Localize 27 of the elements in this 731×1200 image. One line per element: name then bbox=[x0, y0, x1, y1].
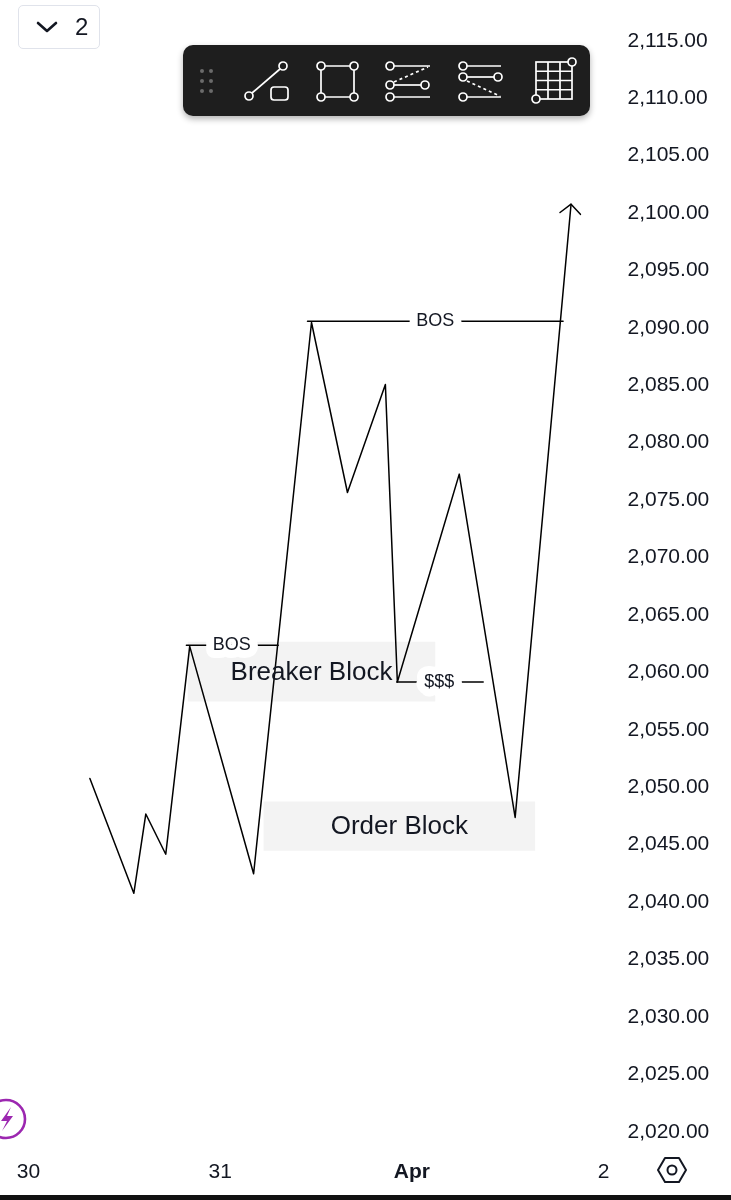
annotation: Order Block bbox=[330, 810, 469, 841]
y-tick-label: 2,115.00 bbox=[627, 27, 708, 51]
y-tick-label: 2,035.00 bbox=[627, 946, 710, 970]
dropdown: 2 bbox=[18, 5, 100, 49]
y-tick-label: 2,060.00 bbox=[627, 659, 710, 683]
y-tick-label: 2,105.00 bbox=[627, 142, 710, 166]
y-tick-label: 2,085.00 bbox=[627, 372, 710, 396]
y-tick-label: 2,080.00 bbox=[627, 429, 710, 453]
x-tick-label: Apr bbox=[393, 1158, 430, 1182]
y-tick-label: 2,095.00 bbox=[627, 257, 710, 281]
y-tick-label: 2,065.00 bbox=[627, 601, 710, 625]
y-tick-label: 2,055.00 bbox=[627, 716, 710, 740]
x-tick-label: 31 bbox=[208, 1158, 232, 1182]
y-tick-label: 2,070.00 bbox=[627, 544, 710, 568]
y-tick-label: 2,025.00 bbox=[627, 1061, 710, 1085]
y-tick-label: 2,040.00 bbox=[627, 888, 710, 912]
y-tick-label: 2,075.00 bbox=[627, 486, 710, 510]
x-tick-label: 30 bbox=[16, 1158, 41, 1182]
y-tick-label: 2,020.00 bbox=[627, 1118, 710, 1142]
y-tick-label: 2,045.00 bbox=[627, 831, 710, 855]
y-tick-label: 2,030.00 bbox=[627, 1003, 710, 1027]
x-tick-label: 2 bbox=[597, 1158, 610, 1182]
annotation: 2 bbox=[75, 13, 89, 40]
y-tick-label: 2,110.00 bbox=[627, 84, 708, 108]
y-tick-label: 2,050.00 bbox=[627, 773, 710, 797]
y-tick-label: 2,090.00 bbox=[627, 314, 710, 338]
y-tick-label: 2,100.00 bbox=[627, 199, 710, 223]
